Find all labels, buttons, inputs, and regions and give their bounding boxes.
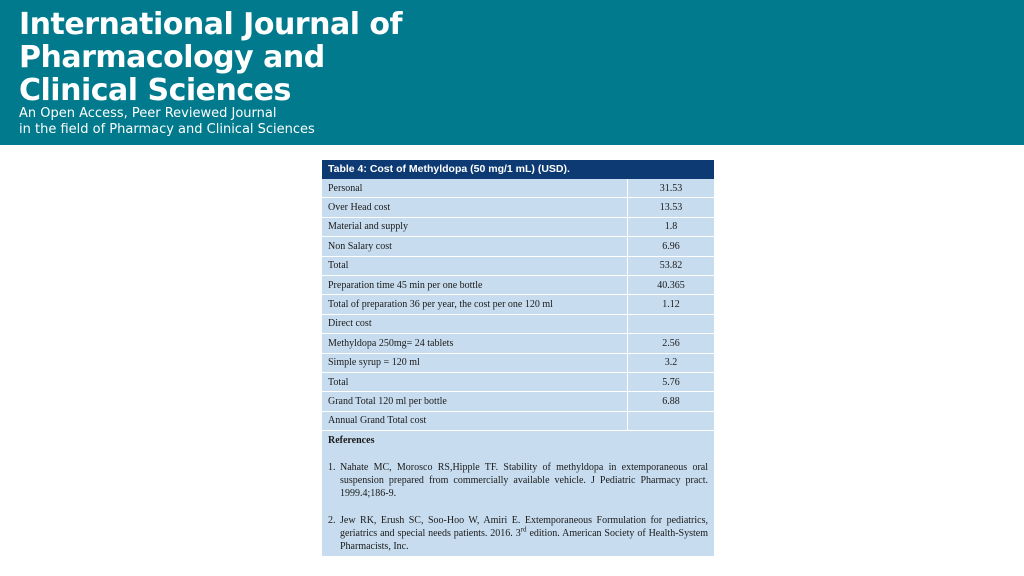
- journal-subtitle-line-2: in the field of Pharmacy and Clinical Sc…: [19, 122, 315, 137]
- table-row: Simple syrup = 120 ml 3.2: [322, 353, 714, 373]
- row-value: [627, 314, 714, 335]
- row-value: [627, 411, 714, 432]
- table-row: Total 5.76: [322, 372, 714, 393]
- journal-subtitle: An Open Access, Peer Reviewed Journal in…: [19, 106, 315, 138]
- journal-title: International Journal of Pharmacology an…: [19, 7, 403, 108]
- journal-title-line-2: Pharmacology and: [19, 40, 325, 75]
- row-value: 1.8: [627, 217, 714, 238]
- references-heading: References: [328, 435, 375, 447]
- journal-title-line-3: Clinical Sciences: [19, 73, 291, 108]
- row-label: Total of preparation 36 per year, the co…: [322, 294, 628, 315]
- reference-superscript: rd: [520, 525, 527, 534]
- document-excerpt: Table 4: Cost of Methyldopa (50 mg/1 mL)…: [322, 160, 714, 556]
- row-label: Over Head cost: [322, 197, 628, 218]
- row-label: Direct cost: [322, 314, 628, 335]
- reference-item: 2. Jew RK, Erush SC, Soo-Hoo W, Amiri E.…: [328, 514, 708, 553]
- cost-table: Personal 31.53 Over Head cost 13.53 Material…: [322, 179, 714, 432]
- journal-subtitle-line-1: An Open Access, Peer Reviewed Journal: [19, 106, 277, 121]
- reference-text-part: Jew RK, Erush SC, Soo-Hoo W, Amiri E. Ex…: [340, 515, 708, 540]
- journal-banner: International Journal of Pharmacology an…: [0, 0, 1024, 145]
- table-row: Direct cost: [322, 314, 714, 335]
- row-value: 5.76: [627, 372, 714, 393]
- table-row: Grand Total 120 ml per bottle 6.88: [322, 391, 714, 412]
- reference-text-part: edition. American Society of Health-Syst…: [340, 528, 708, 553]
- table-row: Personal 31.53: [322, 179, 714, 199]
- row-value: 53.82: [627, 256, 714, 276]
- reference-number: 2.: [328, 515, 336, 527]
- row-value: 40.365: [627, 275, 714, 296]
- table-row: Annual Grand Total cost: [322, 411, 714, 432]
- row-label: Grand Total 120 ml per bottle: [322, 391, 628, 412]
- references-section: References 1. Nahate MC, Morosco RS,Hipp…: [322, 431, 714, 553]
- row-label: Material and supply: [322, 217, 628, 238]
- table-row: Over Head cost 13.53: [322, 197, 714, 218]
- table-row: Total 53.82: [322, 256, 714, 276]
- table-row: Non Salary cost 6.96: [322, 236, 714, 257]
- row-value: 1.12: [627, 294, 714, 315]
- row-value: 31.53: [627, 179, 714, 199]
- row-label: Annual Grand Total cost: [322, 411, 628, 432]
- reference-text: Jew RK, Erush SC, Soo-Hoo W, Amiri E. Ex…: [340, 514, 708, 553]
- row-value: 13.53: [627, 197, 714, 218]
- reference-text: Nahate MC, Morosco RS,Hipple TF. Stabili…: [340, 462, 708, 500]
- row-label: Non Salary cost: [322, 236, 628, 257]
- journal-title-line-1: International Journal of: [19, 7, 403, 42]
- table-row: Material and supply 1.8: [322, 217, 714, 238]
- row-label: Preparation time 45 min per one bottle: [322, 275, 628, 296]
- row-label: Personal: [322, 179, 628, 199]
- row-label: Simple syrup = 120 ml: [322, 353, 628, 373]
- reference-number: 1.: [328, 462, 336, 474]
- row-value: 6.88: [627, 391, 714, 412]
- row-label: Methyldopa 250mg= 24 tablets: [322, 333, 628, 354]
- row-value: 6.96: [627, 236, 714, 257]
- table-row: Preparation time 45 min per one bottle 40…: [322, 275, 714, 296]
- row-value: 2.56: [627, 333, 714, 354]
- row-label: Total: [322, 372, 628, 393]
- table-row: Methyldopa 250mg= 24 tablets 2.56: [322, 333, 714, 354]
- reference-item: 1. Nahate MC, Morosco RS,Hipple TF. Stab…: [328, 461, 708, 500]
- row-value: 3.2: [627, 353, 714, 373]
- table-row: Total of preparation 36 per year, the co…: [322, 294, 714, 315]
- table-caption: Table 4: Cost of Methyldopa (50 mg/1 mL)…: [322, 160, 714, 179]
- row-label: Total: [322, 256, 628, 276]
